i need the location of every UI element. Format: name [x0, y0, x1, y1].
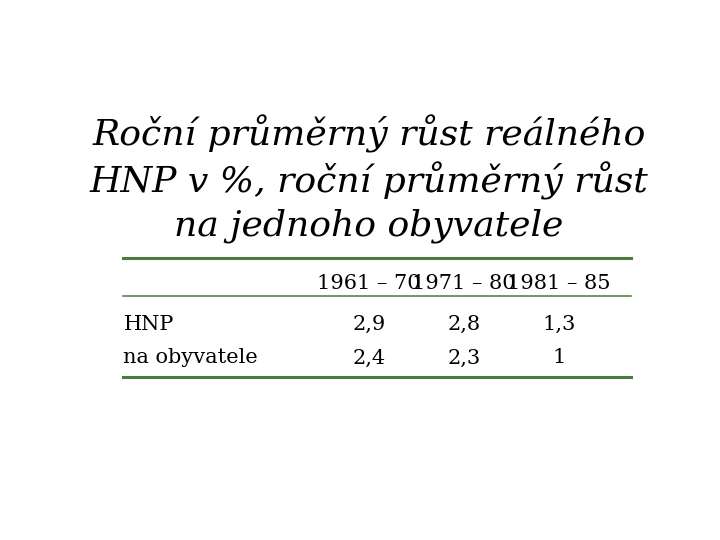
- Text: 2,3: 2,3: [447, 348, 480, 367]
- Text: 1981 – 85: 1981 – 85: [507, 274, 611, 293]
- Text: HNP: HNP: [124, 315, 174, 334]
- Text: 2,4: 2,4: [352, 348, 386, 367]
- Text: 1,3: 1,3: [542, 315, 575, 334]
- Text: 1961 – 70: 1961 – 70: [318, 274, 420, 293]
- Text: 2,8: 2,8: [447, 315, 480, 334]
- Text: na obyvatele: na obyvatele: [124, 348, 258, 367]
- Text: Roční průměrný růst reálného
HNP v %, roční průměrný růst
na jednoho obyvatele: Roční průměrný růst reálného HNP v %, ro…: [89, 114, 649, 243]
- Text: 1: 1: [552, 348, 565, 367]
- Text: 2,9: 2,9: [352, 315, 386, 334]
- Text: 1971 – 80: 1971 – 80: [412, 274, 516, 293]
